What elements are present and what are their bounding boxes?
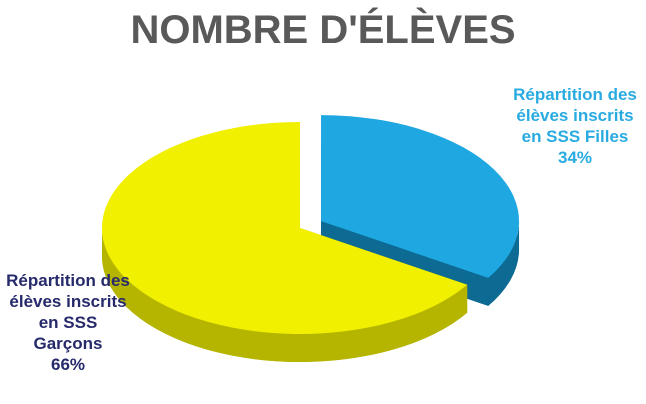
slice-side — [102, 228, 468, 362]
chart-title: NOMBRE D'ÉLÈVES — [130, 8, 516, 52]
slice-label: Répartition des élèves inscrits en SSS G… — [3, 270, 133, 375]
value-label: 34% — [557, 148, 593, 167]
slice — [101, 122, 468, 334]
slice — [321, 115, 520, 278]
category-label: Répartition des élèves inscrits en SSS G… — [6, 271, 130, 353]
slice-side — [488, 221, 520, 306]
slice-label: Répartition des élèves inscrits en SSS F… — [510, 84, 640, 168]
value-label: 66% — [50, 355, 86, 374]
category-label: Répartition des élèves inscrits en SSS F… — [513, 85, 637, 146]
